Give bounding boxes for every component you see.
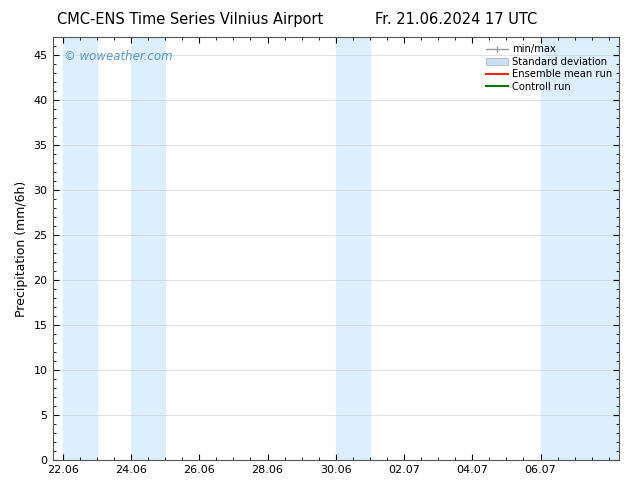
Legend: min/max, Standard deviation, Ensemble mean run, Controll run: min/max, Standard deviation, Ensemble me… [484,42,614,94]
Text: Fr. 21.06.2024 17 UTC: Fr. 21.06.2024 17 UTC [375,12,538,27]
Bar [541,37,626,460]
Bar [131,37,165,460]
Text: © woweather.com: © woweather.com [64,50,172,63]
Bar [336,37,370,460]
Text: CMC-ENS Time Series Vilnius Airport: CMC-ENS Time Series Vilnius Airport [57,12,323,27]
Bar [63,37,97,460]
Y-axis label: Precipitation (mm/6h): Precipitation (mm/6h) [15,180,28,317]
